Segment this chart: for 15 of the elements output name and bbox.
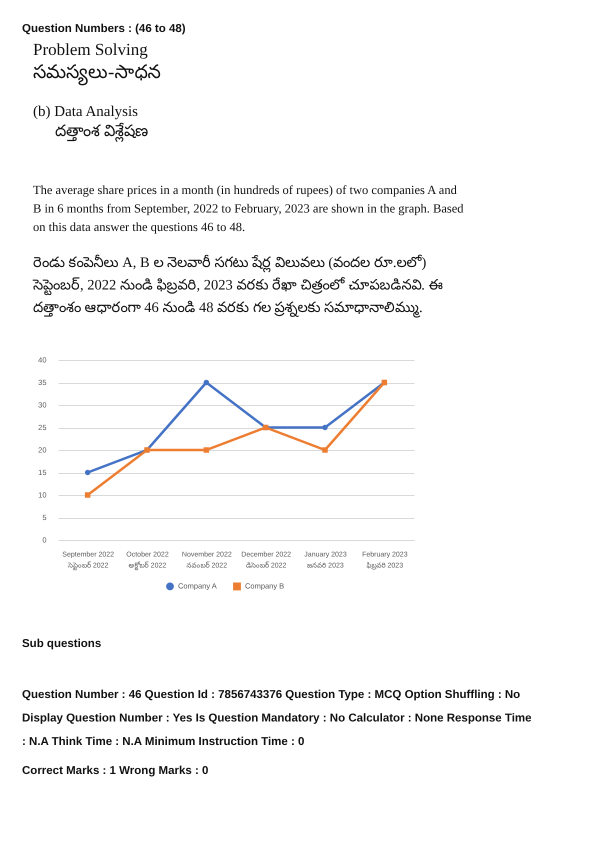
text: The average share prices in a month (in hundreds of rupees) of two companies A and B in 6 months from September, 2022 to February, 2023 are shown in the graph. Based on this data answer the questions 46 to 48.	[33, 183, 464, 234]
text: Problem Solving	[33, 40, 148, 59]
text: సమస్యలు-సాధన	[33, 62, 160, 86]
text: (b) Data Analysis	[33, 104, 138, 120]
text: Question Numbers : (46 to 48)	[22, 23, 186, 35]
point	[84, 492, 90, 498]
text: Question Number : 46 Question Id : 7856743376 Question Type : MCQ Option Shuffling : No Display Question Number : Yes Is Question Mandatory : No Calculator : None Response Time : N.A Think Time : N.A Minimum Instruction Time : 0	[22, 689, 532, 748]
point	[84, 470, 90, 476]
text: Correct Marks : 1 Wrong Marks : 0	[22, 765, 208, 777]
text: Sub questions	[22, 638, 102, 650]
point	[204, 447, 210, 453]
text: రెండు కంపెనీలు A, B ల నెలవారీ సగటు షేర్ల విలువలు (వందల రూ.లలో) సెప్టెంబర్, 2022 నుండి ఫిబ్రవరి, 2023 వరకు రేఖా చిత్రంలో చూపబడినవి. ఈ దత్తాంశం ఆధారంగా 46 నుండి 48 వరకు గల ప్రశ్నలకు సమాధానాలిమ్ము.	[32, 254, 442, 318]
point	[204, 380, 210, 386]
point	[322, 424, 328, 430]
text: దత్తాంశ విశ్లేషణ	[55, 122, 148, 142]
